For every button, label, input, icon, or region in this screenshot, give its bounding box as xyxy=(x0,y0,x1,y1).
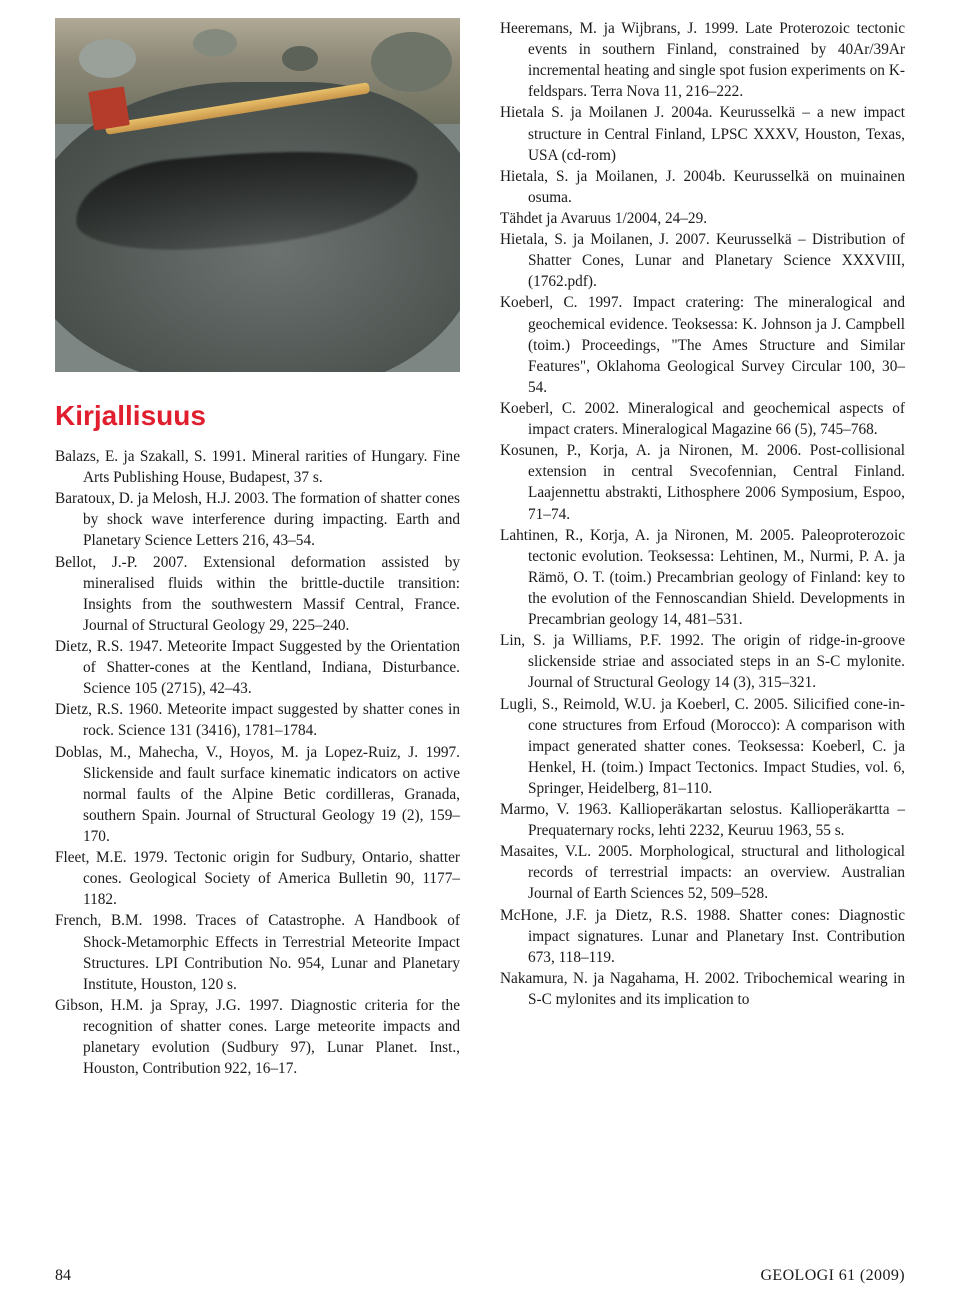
reference-entry: French, B.M. 1998. Traces of Catastrophe… xyxy=(55,910,460,994)
left-column: Kuva: Satu Hietala Kirjallisuus Balazs, … xyxy=(55,18,460,1079)
reference-entry: Dietz, R.S. 1960. Meteorite impact sugge… xyxy=(55,699,460,741)
reference-entry: Nakamura, N. ja Nagahama, H. 2002. Tribo… xyxy=(500,968,905,1010)
reference-entry: Koeberl, C. 1997. Impact cratering: The … xyxy=(500,292,905,398)
photo-pebble xyxy=(79,39,136,78)
reference-entry: Hietala S. ja Moilanen J. 2004a. Keuruss… xyxy=(500,102,905,165)
reference-entry: Heeremans, M. ja Wijbrans, J. 1999. Late… xyxy=(500,18,905,102)
reference-entry: Lin, S. ja Williams, P.F. 1992. The orig… xyxy=(500,630,905,693)
reference-entry: Balazs, E. ja Szakall, S. 1991. Mineral … xyxy=(55,446,460,488)
reference-list-left: Balazs, E. ja Szakall, S. 1991. Mineral … xyxy=(55,446,460,1079)
rock-photo: Kuva: Satu Hietala xyxy=(55,18,460,372)
photo-pebble xyxy=(282,46,318,71)
reference-entry: McHone, J.F. ja Dietz, R.S. 1988. Shatte… xyxy=(500,905,905,968)
reference-entry: Lahtinen, R., Korja, A. ja Nironen, M. 2… xyxy=(500,525,905,631)
photo-pebble xyxy=(371,32,452,92)
reference-entry: Fleet, M.E. 1979. Tectonic origin for Su… xyxy=(55,847,460,910)
right-column: Heeremans, M. ja Wijbrans, J. 1999. Late… xyxy=(500,18,905,1079)
reference-section-title: Kirjallisuus xyxy=(55,400,460,432)
reference-entry: Marmo, V. 1963. Kallioperäkartan selostu… xyxy=(500,799,905,841)
page-number: 84 xyxy=(55,1267,71,1285)
page-footer: 84 GEOLOGI 61 (2009) xyxy=(55,1267,905,1285)
reference-list-right: Heeremans, M. ja Wijbrans, J. 1999. Late… xyxy=(500,18,905,1010)
reference-entry: Kosunen, P., Korja, A. ja Nironen, M. 20… xyxy=(500,440,905,524)
journal-ref: GEOLOGI 61 (2009) xyxy=(760,1267,905,1285)
page: Kuva: Satu Hietala Kirjallisuus Balazs, … xyxy=(0,0,960,1307)
reference-entry: Koeberl, C. 2002. Mineralogical and geoc… xyxy=(500,398,905,440)
hammer-head xyxy=(89,86,131,130)
reference-entry: Gibson, H.M. ja Spray, J.G. 1997. Diagno… xyxy=(55,995,460,1079)
reference-entry: Doblas, M., Mahecha, V., Hoyos, M. ja Lo… xyxy=(55,742,460,848)
reference-entry: Lugli, S., Reimold, W.U. ja Koeberl, C. … xyxy=(500,694,905,800)
reference-entry: Masaites, V.L. 2005. Morphological, stru… xyxy=(500,841,905,904)
reference-entry: Dietz, R.S. 1947. Meteorite Impact Sugge… xyxy=(55,636,460,699)
reference-entry: Hietala, S. ja Moilanen, J. 2007. Keurus… xyxy=(500,229,905,292)
reference-entry: Baratoux, D. ja Melosh, H.J. 2003. The f… xyxy=(55,488,460,551)
two-column-layout: Kuva: Satu Hietala Kirjallisuus Balazs, … xyxy=(55,18,905,1079)
reference-entry: Hietala, S. ja Moilanen, J. 2004b. Keuru… xyxy=(500,166,905,208)
reference-entry: Bellot, J.-P. 2007. Extensional deformat… xyxy=(55,552,460,636)
photo-pebble xyxy=(193,29,238,57)
reference-entry: Tähdet ja Avaruus 1/2004, 24–29. xyxy=(500,208,905,229)
